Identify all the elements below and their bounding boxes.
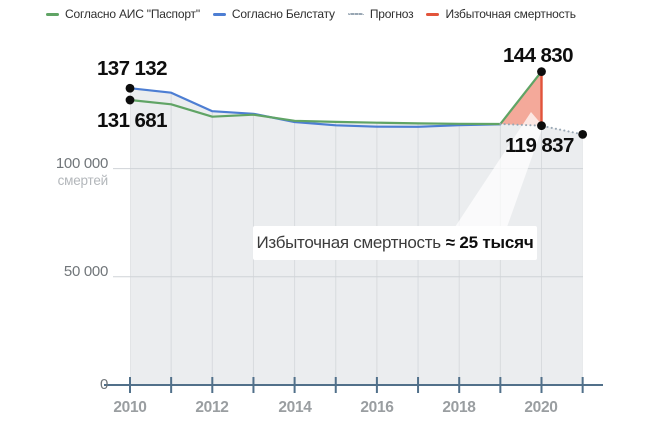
- data-label-pasport-2010: 131 681: [97, 109, 168, 132]
- callout-beam: [455, 112, 543, 227]
- y-tick-0: 0: [99, 376, 108, 393]
- x-tick-2020: 2020: [524, 399, 558, 416]
- data-point-marker: [537, 121, 546, 131]
- chart-legend: Согласно АИС "Паспорт" Согласно Белстату…: [46, 7, 576, 21]
- forecast-line-swatch-icon: [347, 13, 364, 15]
- legend-item-pasport: Согласно АИС "Паспорт": [46, 7, 200, 21]
- data-point-marker: [125, 95, 135, 105]
- belstat-line: [128, 87, 502, 128]
- x-tick-2018: 2018: [442, 399, 476, 416]
- x-tick-2016: 2016: [360, 399, 394, 416]
- x-tick-2010: 2010: [113, 399, 147, 416]
- forecast-line: [499, 123, 584, 136]
- legend-label: Согласно Белстату: [231, 7, 335, 21]
- excess-mortality-callout: Избыточная смертность ≈ 25 тысяч: [253, 226, 537, 260]
- belstat-line-swatch-icon: [212, 12, 226, 16]
- x-tick-2012: 2012: [195, 399, 229, 416]
- legend-item-forecast: Прогноз: [347, 7, 414, 21]
- data-label-belstat-2010: 137 132: [97, 57, 168, 80]
- data-point-marker: [125, 83, 135, 93]
- data-point-marker: [578, 130, 588, 139]
- pasport-line-swatch-icon: [46, 12, 59, 16]
- y-axis-unit: смертей: [57, 173, 109, 188]
- pasport-line: [128, 70, 543, 126]
- legend-item-belstat: Согласно Белстату: [212, 7, 335, 21]
- callout-text: Избыточная смертность: [256, 233, 441, 252]
- data-point-marker: [537, 67, 546, 76]
- legend-label: Избыточная смертность: [445, 7, 576, 21]
- excess-line-swatch-icon: [426, 12, 440, 16]
- legend-item-excess: Избыточная смертность: [426, 7, 576, 21]
- x-tick-2014: 2014: [278, 399, 312, 416]
- legend-label: Согласно АИС "Паспорт": [65, 7, 200, 21]
- callout-value: ≈ 25 тысяч: [445, 233, 534, 252]
- y-tick-50000: 50 000: [63, 263, 108, 280]
- legend-label: Прогноз: [369, 7, 414, 21]
- data-label-forecast-2020: 119 837: [505, 134, 574, 157]
- data-label-pasport-2020: 144 830: [503, 44, 574, 67]
- y-tick-100000: 100 000: [55, 155, 108, 172]
